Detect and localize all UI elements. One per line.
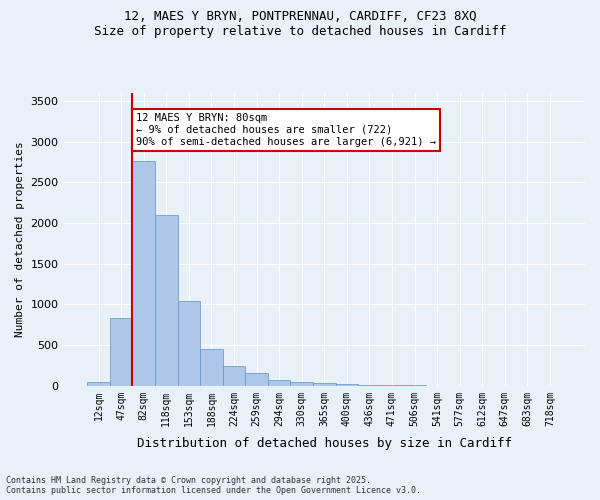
Bar (178, 301, 200, 386)
Bar (268, 380, 290, 386)
Text: 12, MAES Y BRYN, PONTPRENNAU, CARDIFF, CF23 8XQ
Size of property relative to det: 12, MAES Y BRYN, PONTPRENNAU, CARDIFF, C… (94, 10, 506, 38)
Bar (290, 382, 313, 386)
Bar (87, 382, 110, 386)
Bar (133, 160, 155, 386)
Y-axis label: Number of detached properties: Number of detached properties (15, 142, 25, 338)
Bar (335, 384, 358, 386)
Text: 12 MAES Y BRYN: 80sqm
← 9% of detached houses are smaller (722)
90% of semi-deta: 12 MAES Y BRYN: 80sqm ← 9% of detached h… (136, 114, 436, 146)
Bar (200, 349, 223, 386)
Bar (155, 215, 178, 386)
Bar (245, 373, 268, 386)
Bar (223, 366, 245, 386)
Bar (110, 318, 133, 386)
X-axis label: Distribution of detached houses by size in Cardiff: Distribution of detached houses by size … (137, 437, 512, 450)
Bar (313, 384, 335, 386)
Text: Contains HM Land Registry data © Crown copyright and database right 2025.
Contai: Contains HM Land Registry data © Crown c… (6, 476, 421, 495)
Bar (358, 385, 381, 386)
